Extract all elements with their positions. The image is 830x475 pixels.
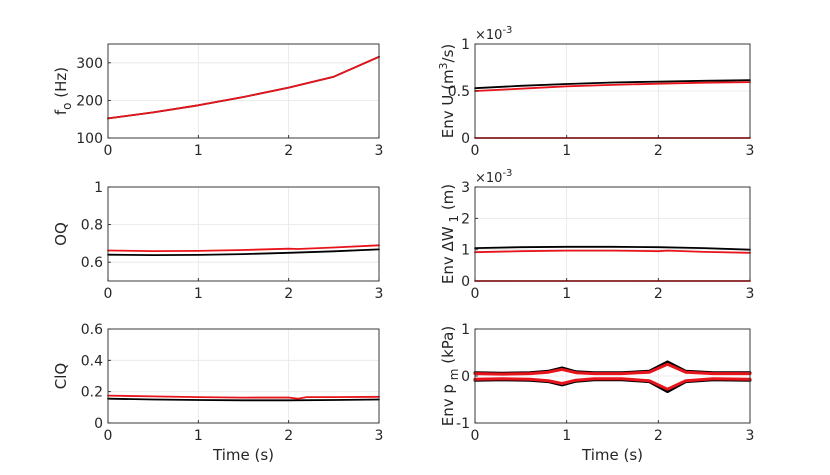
subplot-envW: 0 1 2 3 0 1 2 3 ×10-3 Env ΔW 1 (m) — [439, 168, 754, 302]
x-tick-label: 0 — [471, 286, 480, 302]
series-line-red — [107, 244, 380, 253]
y-tick-label: -1 — [456, 416, 470, 432]
x-tick-label: 1 — [562, 428, 571, 444]
y-axis-label: OQ — [52, 222, 70, 246]
x-tick-label: 3 — [375, 428, 384, 444]
x-tick-label: 2 — [654, 428, 663, 444]
y-tick-label: 1 — [461, 243, 470, 259]
y-axis-label: Env ΔW 1 (m) — [439, 184, 461, 284]
subplot-clq: 0 1 2 3 0 0.2 0.4 0.6 ClQ Time (s) — [52, 322, 383, 464]
series-line-red — [473, 362, 752, 376]
x-tick-label: 2 — [284, 143, 293, 159]
x-tick-label: 0 — [104, 286, 113, 302]
x-tick-label: 1 — [194, 428, 203, 444]
axis-exponent: ×10-3 — [475, 168, 512, 186]
series-line-red — [107, 55, 380, 120]
x-tick-label: 2 — [654, 286, 663, 302]
y-tick-label: 300 — [76, 56, 103, 72]
axes-box — [474, 186, 751, 282]
x-tick-label: 3 — [375, 143, 384, 159]
y-tick-label: 0.4 — [81, 353, 103, 369]
plot-area — [108, 329, 379, 423]
y-tick-label: 1 — [94, 180, 103, 196]
series-line-black — [107, 248, 380, 257]
y-tick-label: 1 — [461, 322, 470, 338]
subplot-envU: 0 1 2 3 0 0.5 1 ×10-3 Env U (m3/s) — [437, 25, 754, 159]
x-tick-label: 0 — [104, 143, 113, 159]
x-tick-label: 3 — [746, 428, 755, 444]
y-tick-label: 200 — [76, 93, 103, 109]
y-axis-label: fo (Hz) — [52, 67, 74, 115]
x-tick-label: 1 — [194, 286, 203, 302]
plot-area — [475, 187, 750, 281]
y-tick-label: 1 — [461, 37, 470, 53]
axes-box — [107, 186, 380, 282]
y-tick-label: 0 — [461, 369, 470, 385]
y-axis-label: ClQ — [52, 363, 70, 389]
series-line-red — [474, 249, 751, 254]
plot-area — [108, 44, 379, 138]
series-line-black — [474, 245, 751, 251]
y-tick-label: 0 — [94, 416, 103, 432]
series-line-black — [474, 79, 751, 90]
subplot-oq: 0 1 2 3 0.6 0.8 1 OQ — [52, 180, 383, 302]
axis-exponent: ×10-3 — [475, 25, 512, 43]
plot-area — [108, 187, 379, 281]
x-tick-label: 2 — [284, 286, 293, 302]
x-tick-label: 2 — [654, 143, 663, 159]
y-tick-label: 0.2 — [81, 385, 103, 401]
x-tick-label: 1 — [562, 286, 571, 302]
x-axis-label: Time (s) — [212, 446, 274, 464]
y-tick-label: 100 — [76, 131, 103, 147]
series-line-black — [107, 397, 380, 402]
x-tick-label: 3 — [746, 286, 755, 302]
x-tick-label: 3 — [746, 143, 755, 159]
y-axis-label: Env U (m3/s) — [437, 44, 457, 139]
axes-box — [107, 43, 380, 139]
y-tick-label: 0.6 — [81, 255, 103, 271]
x-tick-label: 1 — [194, 143, 203, 159]
y-tick-label: 3 — [461, 180, 470, 196]
y-tick-label: 0.6 — [81, 322, 103, 338]
x-tick-label: 3 — [375, 286, 384, 302]
y-tick-label: 0 — [461, 274, 470, 290]
x-tick-label: 2 — [284, 428, 293, 444]
y-tick-label: 0.8 — [81, 218, 103, 234]
series-line-red — [473, 377, 752, 391]
axes-box — [107, 328, 380, 424]
x-tick-label: 0 — [471, 428, 480, 444]
x-tick-label: 1 — [562, 143, 571, 159]
x-axis-label: Time (s) — [581, 446, 643, 464]
y-tick-label: 2 — [461, 211, 470, 227]
y-axis-label: Env p m (kPa) — [439, 326, 461, 426]
x-tick-label: 0 — [104, 428, 113, 444]
y-tick-label: 0.5 — [448, 84, 470, 100]
series-line-red — [107, 394, 380, 400]
series-line-red — [474, 81, 751, 92]
y-tick-label: 0 — [461, 131, 470, 147]
x-tick-label: 0 — [471, 143, 480, 159]
